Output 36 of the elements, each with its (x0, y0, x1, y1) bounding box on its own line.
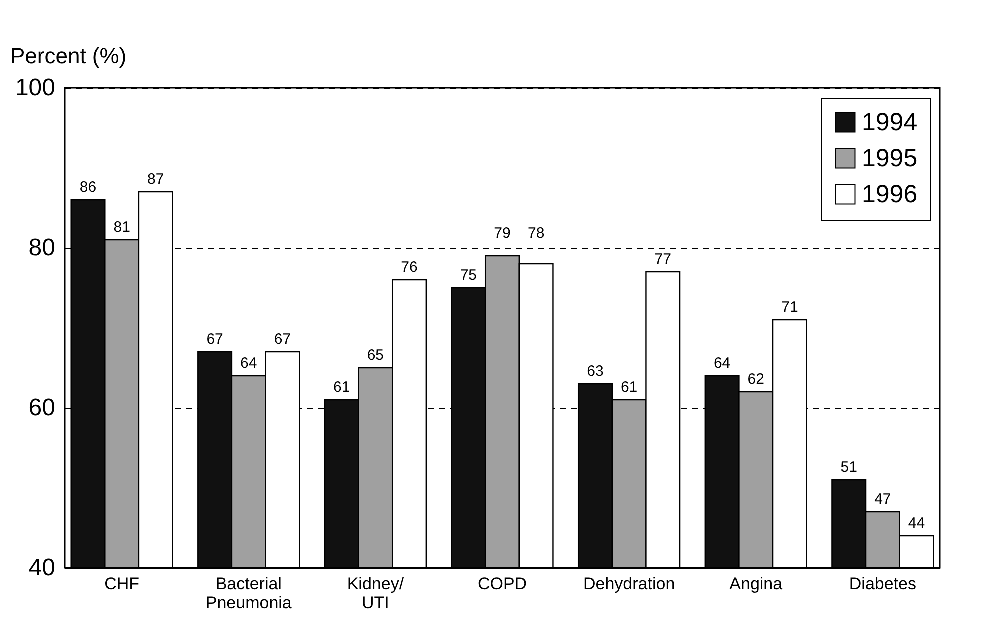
x-tick-label: Diabetes (849, 574, 916, 594)
data-label: 61 (334, 379, 350, 396)
data-label: 67 (206, 331, 224, 348)
legend-label: 1995 (862, 144, 918, 172)
data-label: 76 (401, 259, 418, 276)
data-label: 47 (874, 491, 892, 508)
data-label: 67 (274, 331, 292, 348)
data-label: 44 (908, 515, 926, 532)
data-label: 71 (782, 299, 798, 316)
y-tick-label: 80 (28, 234, 56, 262)
data-label: 75 (460, 267, 478, 284)
x-tick-label: Kidney/ UTI (347, 574, 404, 612)
data-label: 64 (714, 355, 731, 372)
y-tick-label: 40 (28, 554, 56, 582)
y-tick-label: 60 (28, 394, 56, 422)
data-label: 77 (654, 251, 672, 268)
data-label: 62 (748, 371, 764, 388)
x-tick-label: CHF (104, 574, 140, 594)
data-label: 61 (620, 379, 638, 396)
y-tick-label: 100 (15, 74, 56, 102)
data-label: 79 (494, 225, 511, 242)
data-label: 87 (148, 171, 164, 188)
x-tick-label: Bacterial Pneumonia (206, 574, 292, 612)
legend-label: 1994 (862, 108, 918, 136)
x-tick-label: COPD (478, 574, 528, 594)
data-label: 63 (587, 363, 604, 380)
y-axis-title: Percent (%) (10, 44, 127, 68)
data-label: 65 (367, 347, 384, 364)
x-tick-label: Dehydration (583, 574, 676, 594)
data-label: 86 (80, 179, 97, 196)
data-label: 81 (114, 219, 130, 236)
legend-label: 1996 (862, 180, 918, 208)
data-label: 64 (240, 355, 258, 372)
data-label: 51 (840, 459, 858, 476)
data-label: 78 (528, 225, 545, 242)
x-tick-label: Angina (730, 574, 784, 594)
